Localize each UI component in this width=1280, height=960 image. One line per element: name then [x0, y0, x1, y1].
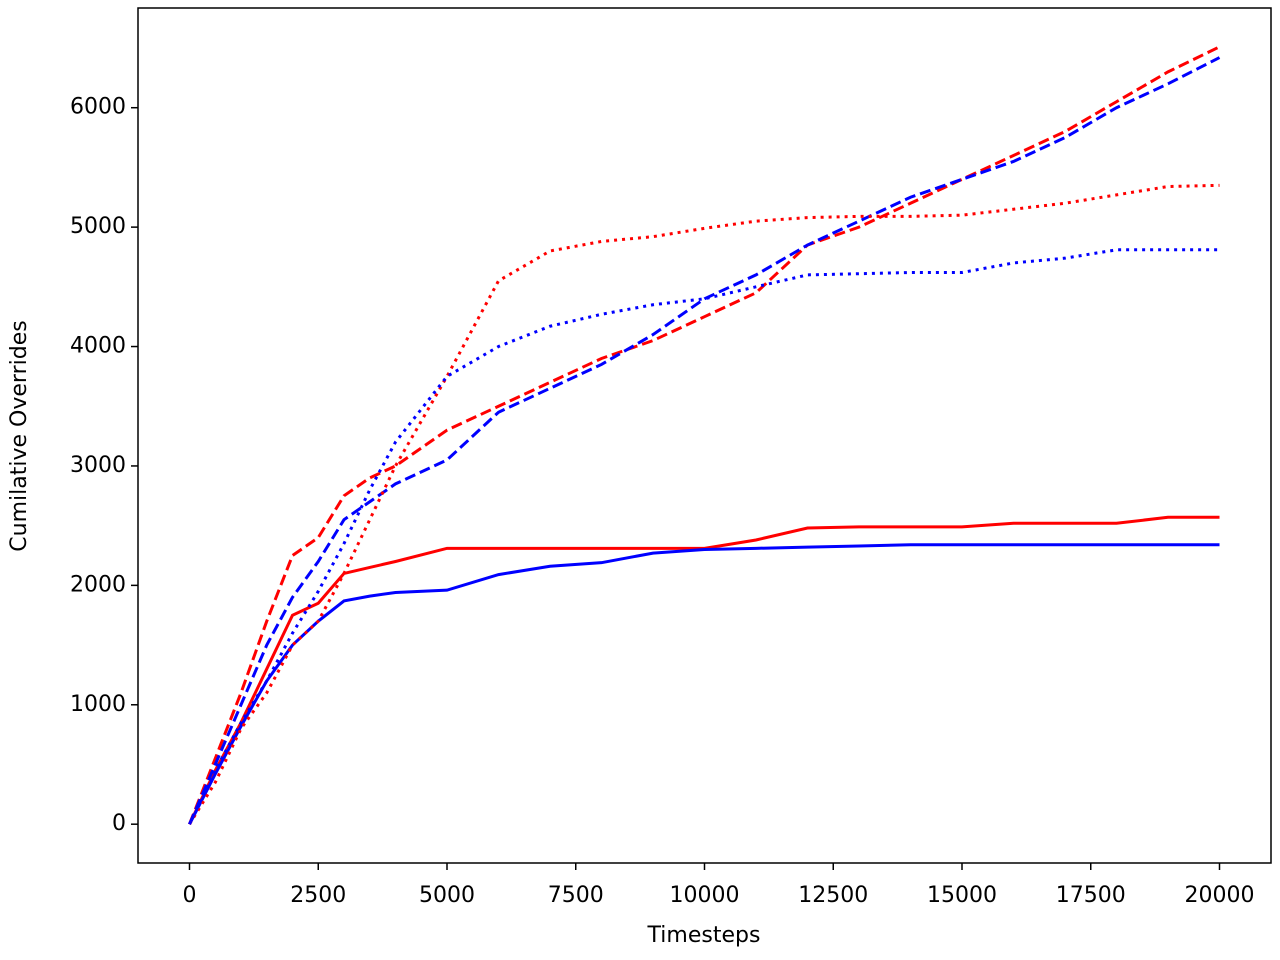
line-series: [188, 248, 1220, 825]
x-tick-label: 20000: [1185, 883, 1255, 908]
x-tick-label: 17500: [1056, 883, 1126, 908]
x-tick-label: 10000: [670, 883, 740, 908]
x-tick-label: 0: [183, 883, 197, 908]
x-tick-label: 5000: [419, 883, 475, 908]
y-tick-label: 6000: [70, 95, 126, 120]
line-series: [188, 543, 1220, 825]
y-tick-label: 1000: [70, 692, 126, 717]
x-axis-label: Timesteps: [647, 923, 761, 948]
x-tick-label: 15000: [927, 883, 997, 908]
y-tick-label: 4000: [70, 334, 126, 359]
line-series: [188, 56, 1221, 825]
x-tick-label: 12500: [798, 883, 868, 908]
y-tick-label: 0: [112, 811, 126, 836]
y-tick-label: 5000: [70, 214, 126, 239]
y-tick-label: 2000: [70, 572, 126, 597]
y-tick-label: 3000: [70, 453, 126, 478]
line-series: [188, 45, 1221, 825]
line-series: [188, 515, 1220, 825]
x-tick-label: 2500: [290, 883, 346, 908]
line-series: [188, 183, 1220, 825]
plot-frame: [137, 7, 1272, 864]
y-axis-label: Cumilative Overrides: [7, 320, 32, 551]
x-tick-label: 7500: [548, 883, 604, 908]
